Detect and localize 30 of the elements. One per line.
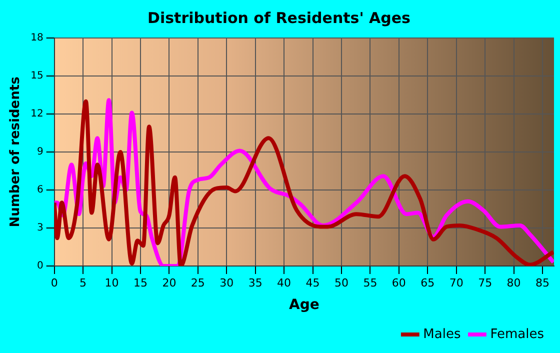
x-tick-label: 55	[363, 276, 378, 290]
x-tick-label: 50	[334, 276, 348, 290]
y-tick-label: 12	[30, 108, 44, 120]
x-tick-label: 35	[248, 276, 262, 290]
x-tick-label: 70	[449, 276, 464, 290]
x-tick-label: 5	[80, 276, 87, 290]
x-tick-label: 0	[50, 276, 58, 290]
x-tick-label: 80	[506, 276, 521, 290]
chart-title: Distribution of Residents' Ages	[148, 8, 411, 27]
legend-label: Females	[490, 326, 544, 342]
y-tick-label: 9	[36, 146, 44, 158]
x-tick-label: 30	[220, 276, 234, 290]
x-tick-label: 45	[306, 276, 320, 290]
legend-label: Males	[423, 326, 461, 342]
x-tick-label: 15	[133, 276, 148, 290]
x-tick-label: 65	[420, 276, 435, 290]
y-tick-label: 15	[30, 70, 44, 82]
x-tick-label: 20	[162, 276, 176, 290]
y-tick-label: 18	[30, 32, 44, 44]
x-tick-label: 25	[190, 276, 205, 290]
x-tick-label: 10	[104, 276, 119, 290]
y-tick-label: 3	[36, 222, 44, 234]
x-axis-title: Age	[288, 297, 320, 314]
y-axis-title: Number of residents	[8, 76, 24, 228]
x-tick-label: 60	[392, 276, 406, 290]
y-tick-label: 6	[36, 184, 44, 196]
y-tick-label: 0	[36, 260, 44, 272]
x-tick-label: 40	[277, 276, 292, 290]
x-tick-label: 85	[536, 276, 550, 290]
x-tick-label: 75	[478, 276, 492, 290]
